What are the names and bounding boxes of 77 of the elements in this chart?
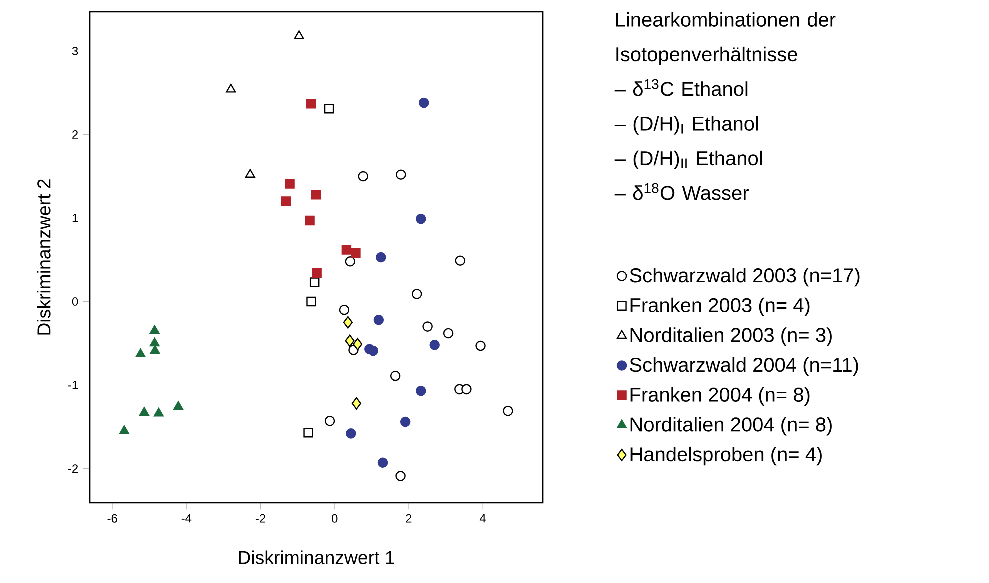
- point: [136, 348, 146, 358]
- point: [342, 245, 352, 255]
- point: [376, 252, 386, 263]
- point: [416, 386, 426, 396]
- x-tick-label: -6: [108, 514, 118, 523]
- x-axis-title: Diskriminanzwert 1: [239, 550, 394, 564]
- text: – δ$^{13}$C Ethanol: [614, 79, 748, 96]
- point: [345, 334, 355, 348]
- legend-label: Schwarzwald 2003 (n=17): [630, 268, 860, 287]
- x-tick-label: 4: [480, 514, 486, 523]
- point: [374, 314, 384, 326]
- legend-label: Norditalien 2003 (n= 3): [630, 328, 832, 346]
- point: [154, 408, 164, 417]
- legend-label: Franken 2003 (n= 4): [630, 298, 810, 316]
- point: [119, 426, 130, 434]
- legend-label: Handelsproben (n= 4): [630, 446, 822, 466]
- point: [294, 30, 304, 40]
- point: [311, 190, 322, 200]
- text: – (D/H)$_{II}$ Ethanol: [614, 150, 762, 170]
- point: [306, 296, 316, 307]
- legend-label: Franken 2004 (n= 8): [630, 387, 810, 406]
- y-tick-label: -1: [68, 381, 78, 390]
- point: [353, 338, 363, 351]
- point: [418, 98, 430, 108]
- point: [139, 407, 150, 416]
- point: [285, 179, 295, 189]
- legend-label: Schwarzwald 2004 (n=11): [630, 357, 858, 376]
- x-tick-label: -2: [256, 514, 266, 523]
- point: [390, 370, 401, 382]
- point: [310, 278, 320, 288]
- point: [396, 170, 406, 180]
- point: [345, 256, 356, 267]
- point: [324, 104, 334, 114]
- point: [422, 322, 433, 332]
- point: [476, 340, 486, 352]
- point: [412, 289, 422, 300]
- text: – (D/H)$_{I}$ Ethanol: [614, 116, 758, 135]
- text: Linearkombinationen der Isotopenverhältnisse: [616, 12, 836, 66]
- point: [368, 346, 378, 356]
- point: [400, 416, 411, 428]
- point: [150, 325, 160, 334]
- y-tick-label: -2: [68, 464, 78, 473]
- point: [378, 458, 388, 468]
- point: [346, 428, 356, 439]
- y-tick-label: 2: [72, 130, 78, 139]
- point: [343, 316, 353, 329]
- point: [443, 328, 454, 339]
- legend-label: Norditalien 2004 (n= 8): [630, 417, 832, 436]
- x-tick-label: 2: [406, 514, 412, 523]
- x-tick-label: -4: [182, 514, 192, 523]
- point: [503, 406, 514, 416]
- point: [324, 416, 336, 426]
- y-tick-label: 0: [72, 298, 78, 306]
- point: [396, 471, 406, 482]
- y-axis-title: Diskriminanzwert 2: [37, 180, 51, 335]
- point: [430, 340, 440, 350]
- point: [306, 98, 316, 109]
- y-tick-label: 1: [72, 214, 78, 222]
- point: [226, 84, 236, 93]
- point: [339, 304, 350, 316]
- point: [305, 216, 315, 226]
- point: [245, 169, 256, 178]
- point: [174, 401, 184, 410]
- point: [304, 428, 314, 438]
- point: [352, 397, 362, 410]
- point: [150, 345, 160, 354]
- text: – δ$^{18}$O Wasser: [614, 183, 749, 200]
- point: [312, 268, 322, 278]
- point: [416, 214, 426, 224]
- x-tick-label: 0: [332, 514, 338, 523]
- point: [150, 338, 160, 347]
- point: [455, 256, 466, 266]
- point: [351, 248, 361, 258]
- point: [462, 384, 472, 395]
- point: [358, 171, 368, 182]
- y-tick-label: 3: [72, 46, 78, 56]
- point: [281, 196, 292, 206]
